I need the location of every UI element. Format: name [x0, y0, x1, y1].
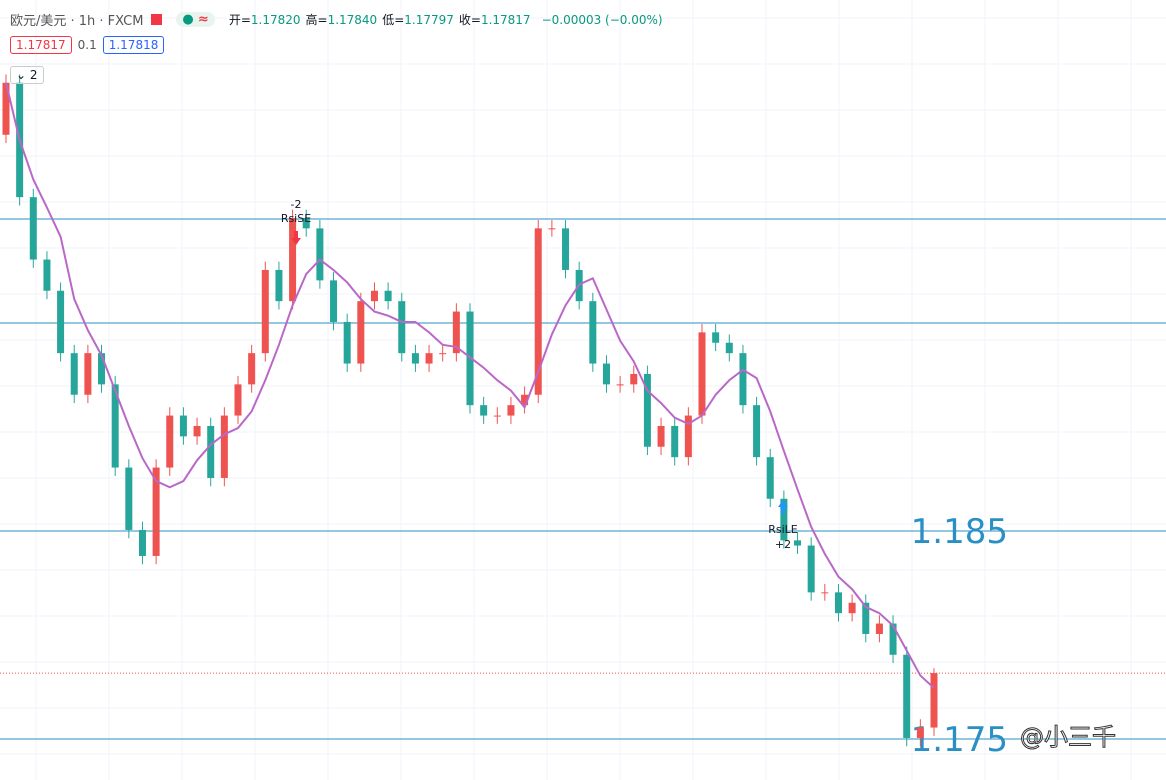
candle-body	[903, 654, 911, 738]
signal-name: RsiSE	[281, 212, 311, 225]
candle-body	[57, 290, 65, 354]
candle-body	[261, 269, 269, 354]
candle-body	[357, 301, 365, 364]
candle-body	[780, 498, 788, 541]
candle-body	[643, 373, 651, 447]
flag[interactable]	[151, 14, 163, 25]
candle-body	[821, 592, 829, 594]
candle-body	[712, 332, 720, 343]
candle-body	[43, 259, 51, 291]
candle-body	[138, 529, 146, 556]
candle-body	[589, 301, 597, 364]
candle-body	[193, 425, 201, 437]
candle-body	[343, 321, 351, 364]
candle-body	[766, 457, 774, 499]
candle-body	[562, 228, 570, 270]
candle-body	[725, 342, 733, 354]
candle-body	[302, 217, 310, 229]
candle-body	[220, 415, 228, 478]
ohlc-label: 开=	[228, 13, 251, 27]
ohlc-value: 1.17797	[404, 13, 454, 27]
candle-body	[480, 405, 488, 416]
candle-body	[425, 353, 433, 364]
candle-body	[493, 415, 501, 417]
signal-count: -2	[291, 198, 302, 211]
ohlc-label: 收=	[458, 13, 481, 27]
trade-row: 1.17817 0.1 1.17818	[10, 36, 165, 54]
candle-body	[398, 301, 406, 354]
ohlc-value: 1.17820	[250, 13, 301, 27]
ohlc-label: 高=	[305, 13, 328, 27]
candle-body	[84, 353, 92, 395]
ohlc-label: 低=	[382, 13, 405, 27]
candle-body	[98, 353, 106, 385]
candle-body	[630, 373, 638, 385]
candle-body	[602, 363, 610, 385]
level-label: 1.185	[911, 512, 1008, 552]
indicator-row: ⌄ 2	[10, 66, 44, 84]
candle-body	[848, 602, 856, 614]
signal-name: RsiLE	[768, 523, 798, 536]
candle-body	[166, 415, 174, 468]
candle-body	[439, 353, 447, 355]
candle-body	[411, 353, 419, 364]
candle-body	[521, 394, 529, 406]
candle-body	[248, 353, 256, 385]
signal-arrow	[778, 500, 788, 514]
candle-body	[384, 290, 392, 302]
candle-body	[330, 280, 338, 322]
candle-body	[616, 384, 624, 386]
candle-body	[275, 269, 283, 302]
candle-body	[753, 405, 761, 458]
spread: 0.1	[77, 38, 97, 52]
candle-body	[452, 311, 460, 354]
candle-body	[875, 623, 883, 634]
candle-body	[862, 602, 870, 634]
candle-body	[534, 228, 542, 395]
ohlc-value: 1.17817	[480, 13, 531, 27]
candle-body	[316, 228, 324, 281]
candle-body	[370, 290, 378, 302]
moving-average	[5, 82, 935, 689]
candle-body	[548, 228, 556, 230]
candle-body	[125, 467, 133, 530]
indicator-count: 2	[29, 68, 38, 82]
candle-body	[111, 384, 119, 468]
level-label: 1.175	[911, 720, 1008, 760]
candle-body	[739, 353, 747, 406]
candle-body	[698, 332, 706, 416]
candle-body	[152, 467, 160, 556]
candle-body	[179, 415, 187, 437]
candle-body	[684, 415, 692, 458]
candle-body	[834, 592, 842, 614]
candle-body	[930, 673, 938, 728]
candle-body	[889, 623, 897, 655]
candle-body	[207, 425, 215, 478]
candle-body	[657, 425, 665, 447]
sell-button[interactable]: 1.17817	[10, 36, 72, 54]
candle-body	[70, 353, 78, 395]
legend-row: 欧元/美元 · 1h · FXCM ● ≈ 开=1.17820 高=1.17840…	[10, 10, 663, 29]
symbol[interactable]: 欧元/美元 · 1h · FXCM	[10, 14, 144, 29]
candle-body	[807, 545, 815, 593]
indicator-toggle[interactable]: ⌄ 2	[10, 66, 44, 84]
candle-body	[289, 217, 297, 302]
change: −0.00003 (−0.00%)	[541, 12, 663, 27]
signal-arrow	[291, 231, 301, 245]
candle-body	[794, 540, 802, 546]
candle-body	[2, 82, 10, 135]
ohlc: 开=1.17820 高=1.17840 低=1.17797 收=1.17817	[229, 11, 536, 28]
candle-body	[234, 384, 242, 416]
candle-body	[671, 425, 679, 458]
buy-button[interactable]: 1.17818	[102, 36, 165, 54]
candle-body	[507, 405, 515, 416]
ohlc-value: 1.17840	[327, 13, 378, 27]
candle-body	[29, 197, 37, 260]
status: ● ≈	[176, 12, 215, 27]
watermark: @小三千	[1020, 723, 1116, 751]
signal-count: +2	[775, 538, 791, 551]
candle-body	[916, 727, 924, 738]
